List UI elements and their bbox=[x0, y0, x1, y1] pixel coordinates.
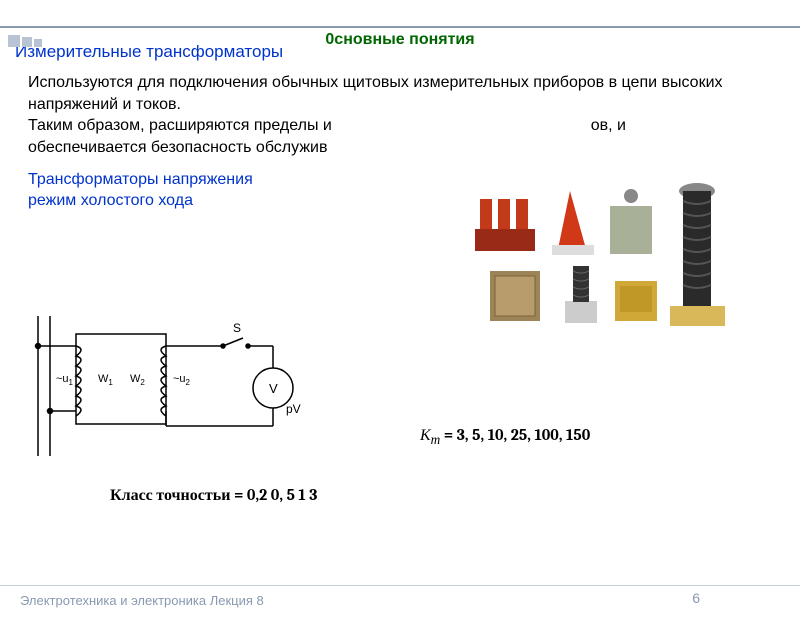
subtitle-line: режим холостого хода bbox=[28, 192, 193, 209]
label-v: V bbox=[269, 381, 278, 396]
footer-text: Электротехника и электроника Лекция 8 bbox=[20, 593, 264, 608]
body-paragraph: Используются для подключения обычных щит… bbox=[28, 72, 772, 158]
transformer-photo bbox=[470, 181, 740, 341]
circuit-svg: ~u1 W1 W2 ~u2 S V pV bbox=[28, 316, 308, 456]
subtitle-line: Трансформаторы напряжения bbox=[28, 171, 253, 188]
label-pv: pV bbox=[286, 402, 301, 416]
body-line: обеспечивается безопасность обслужив bbox=[28, 139, 327, 156]
label-w1: W1 bbox=[98, 373, 113, 387]
footer: Электротехника и электроника Лекция 8 6 bbox=[20, 593, 780, 608]
circuit-diagram: ~u1 W1 W2 ~u2 S V pV bbox=[28, 316, 308, 461]
label-u2: ~u2 bbox=[173, 373, 191, 387]
label-w2: W2 bbox=[130, 373, 145, 387]
header-rule bbox=[0, 26, 800, 28]
transformer-devices-svg bbox=[470, 181, 740, 341]
body-line: Используются для подключения обычных щит… bbox=[28, 74, 723, 113]
page-number: 6 bbox=[692, 590, 700, 606]
body-line: Таким образом, расширяются пределы и bbox=[28, 117, 332, 134]
label-u1: ~u1 bbox=[56, 373, 74, 387]
formula-class: Класс точностьи = 0,2 0, 5 1 3 bbox=[110, 486, 317, 505]
slide-title: 0сновные понятия bbox=[0, 31, 800, 49]
label-s: S bbox=[233, 321, 241, 335]
formula-kt: Кт = 3, 5, 10, 25, 100, 150 bbox=[420, 426, 590, 448]
footer-rule bbox=[0, 585, 800, 586]
body-line: ов, и bbox=[591, 117, 626, 134]
